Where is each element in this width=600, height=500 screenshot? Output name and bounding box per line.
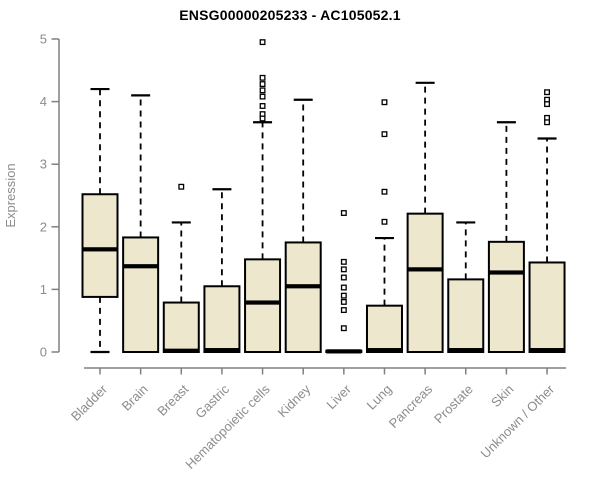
outlier-point (381, 218, 388, 225)
outlier-point (259, 81, 266, 88)
outlier-point (259, 74, 266, 81)
outlier-point (340, 284, 347, 291)
x-tick-label: Kidney (275, 381, 314, 420)
iqr-box (528, 261, 566, 353)
y-tick-label: 1 (40, 282, 47, 297)
outlier-point (340, 325, 347, 332)
outlier-point (340, 274, 347, 281)
outlier-point (340, 258, 347, 265)
outlier-point (340, 210, 347, 216)
median-line (245, 300, 281, 305)
outlier-point (259, 103, 266, 109)
y-tick-label: 0 (40, 345, 47, 360)
outlier-point (178, 183, 185, 190)
iqr-box (406, 212, 444, 353)
y-tick-label: 3 (40, 157, 47, 172)
chart-title: ENSG00000205233 - AC105052.1 (179, 7, 401, 23)
iqr-box (487, 240, 525, 354)
y-tick-label: 4 (40, 94, 47, 109)
median-line (123, 264, 159, 269)
y-axis-title: Expression (3, 163, 18, 227)
x-tick-label: Lung (364, 382, 395, 413)
x-tick-label: Brain (119, 382, 151, 414)
outlier-point (340, 266, 347, 273)
median-line (204, 348, 240, 353)
outlier-point (340, 298, 347, 305)
median-line (488, 270, 524, 275)
y-tick-label: 5 (40, 32, 47, 47)
median-line (448, 348, 484, 353)
median-line (529, 348, 565, 353)
outlier-point (381, 131, 388, 138)
outlier-point (544, 119, 550, 126)
outlier-point (544, 89, 550, 96)
x-tick-label: Gastric (192, 381, 232, 421)
x-tick-label: Breast (154, 381, 191, 418)
median-line (163, 348, 199, 353)
iqr-box (244, 258, 282, 353)
outlier-point (259, 115, 266, 122)
median-line (366, 348, 402, 353)
outlier-point (544, 101, 550, 108)
outlier-point (381, 188, 388, 195)
x-tick-label: Liver (323, 381, 354, 412)
x-tick-label: Skin (488, 382, 516, 410)
iqr-box (203, 285, 241, 353)
iqr-box (447, 278, 485, 353)
x-tick-label: Unknown / Other (478, 381, 558, 461)
outlier-point (259, 87, 266, 94)
median-line (407, 267, 443, 272)
iqr-box (365, 304, 403, 353)
x-tick-label: Pancreas (386, 381, 436, 431)
iqr-box (284, 241, 322, 353)
outlier-point (340, 307, 347, 314)
median-line (82, 247, 118, 252)
iqr-box (81, 193, 119, 298)
outlier-point (259, 39, 266, 46)
iqr-box (162, 301, 200, 353)
outlier-point (259, 93, 266, 100)
x-tick-label: Bladder (68, 381, 111, 424)
y-tick-label: 2 (40, 219, 47, 234)
outlier-point (340, 292, 347, 299)
median-line (326, 349, 362, 354)
x-tick-label: Prostate (431, 382, 476, 427)
outlier-point (381, 99, 388, 106)
median-line (285, 284, 321, 289)
iqr-box (122, 236, 160, 353)
